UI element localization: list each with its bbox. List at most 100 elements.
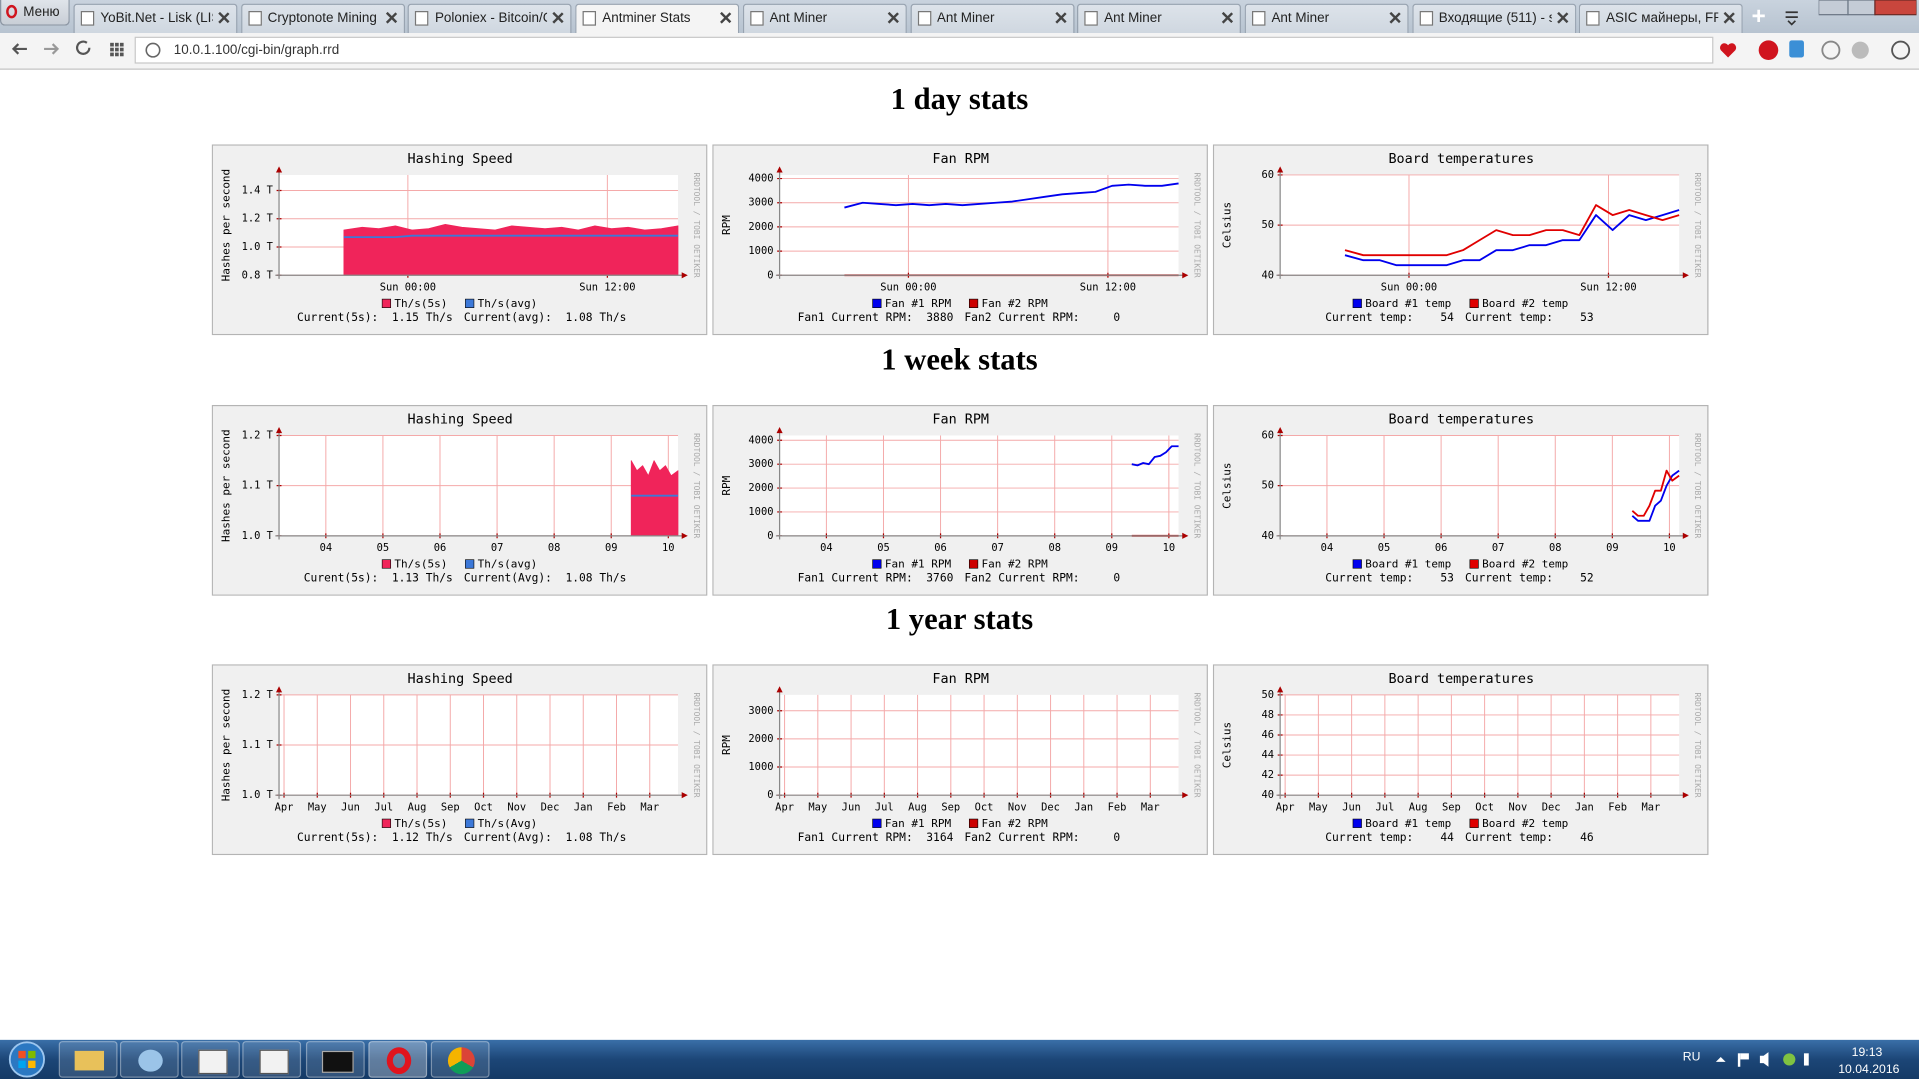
x-axis-arrow (1182, 532, 1189, 539)
tab-close-button[interactable] (1724, 12, 1735, 23)
legend-swatch (1469, 559, 1479, 569)
start-button[interactable] (4, 1040, 53, 1079)
y-axis-arrow (1277, 166, 1284, 173)
close-window-button[interactable] (1874, 0, 1917, 16)
current-value: Fan1 Current RPM: 3880 (798, 311, 954, 324)
watermark: RRDTOOL / TOBI OETIKER (1192, 433, 1201, 538)
series-line (1131, 445, 1179, 467)
x-axis-arrow (1682, 532, 1689, 539)
browser-tab[interactable]: ASIC майнеры, FPGA (1579, 3, 1744, 34)
language-indicator[interactable]: RU (1682, 1050, 1701, 1065)
graph-title: Board temperatures (1388, 672, 1534, 687)
browser-tab[interactable]: Ant Miner (1244, 3, 1409, 34)
series-line (1344, 209, 1680, 267)
url-field[interactable]: 10.0.1.100/cgi-bin/graph.rrd (134, 36, 1714, 64)
nav-buttons (11, 40, 124, 57)
section-heading: 1 day stats (890, 83, 1029, 117)
y-tick-label: 1000 (748, 506, 773, 518)
tab-close-button[interactable] (1054, 12, 1065, 23)
current-value: Fan1 Current RPM: 3164 (798, 831, 954, 844)
x-tick-label: Dec (541, 801, 560, 813)
x-tick-label: 10 (1163, 542, 1176, 554)
back-button[interactable] (11, 43, 27, 55)
graph: 40 50 60 Sun 00:00 Sun 12:00 Board temperatur… (1212, 144, 1709, 336)
x-tick-label: Apr (775, 801, 794, 813)
clock-date[interactable]: 10.04.2016 (1838, 1063, 1900, 1077)
window-controls (1818, 0, 1917, 16)
x-tick-label: Sun 00:00 (380, 281, 436, 293)
x-tick-label: Jun (341, 801, 360, 813)
extension-icon[interactable] (1821, 40, 1841, 60)
x-tick-label: 07 (1492, 542, 1505, 554)
adblock-icon[interactable] (1758, 40, 1779, 60)
y-tick-label: 42 (1262, 769, 1275, 781)
x-tick-label: Aug (408, 801, 427, 813)
y-tick-label: 40 (1262, 789, 1275, 801)
forward-button[interactable] (44, 43, 60, 55)
tab-close-button[interactable] (720, 12, 731, 23)
browser-tab[interactable]: YoBit.Net - Lisk (LISK) (73, 3, 238, 34)
tab-favicon (1251, 11, 1266, 26)
x-tick-label: Apr (1276, 801, 1295, 813)
console-button[interactable] (305, 1041, 365, 1078)
menu-button[interactable]: Меню (0, 0, 70, 26)
bookmark-icon[interactable] (1719, 43, 1737, 58)
explorer-button[interactable] (58, 1041, 118, 1078)
browser-tab[interactable]: Входящие (511) - sy (1411, 3, 1576, 34)
tab-title: Poloniex - Bitcoin/Cr (434, 11, 548, 26)
watermark: RRDTOOL / TOBI OETIKER (692, 692, 701, 797)
speed-dial-button[interactable] (110, 42, 124, 57)
tab-menu-icon[interactable] (1785, 11, 1798, 26)
y-tick-label: 1.4 T (242, 184, 274, 196)
legend-label: Th/s(5s) (394, 297, 447, 310)
tab-close-button[interactable] (1389, 12, 1400, 23)
paint-button[interactable] (119, 1041, 179, 1078)
tab-close-button[interactable] (887, 12, 898, 23)
window-button[interactable] (242, 1041, 302, 1078)
browser-tab[interactable]: Cryptonote Mining P (240, 3, 405, 34)
tab-close-button[interactable] (552, 12, 563, 23)
tab-close-button[interactable] (385, 12, 396, 23)
browser-tab[interactable]: Ant Miner (909, 3, 1074, 34)
y-axis-label: RPM (720, 735, 733, 755)
y-tick-label: 1.0 T (242, 530, 274, 542)
chrome-button[interactable] (430, 1041, 490, 1078)
browser-tab[interactable]: Poloniex - Bitcoin/Cr (408, 3, 573, 34)
y-axis-label: Celsius (1221, 202, 1234, 248)
legend-label: Th/s(5s) (394, 817, 447, 830)
tab-close-button[interactable] (1222, 12, 1233, 23)
browser-tab[interactable]: Antminer Stats (575, 3, 740, 34)
extension-icon[interactable] (1851, 41, 1869, 59)
minimize-button[interactable] (1818, 0, 1849, 16)
clock-time[interactable]: 19:13 (1851, 1045, 1883, 1060)
current-value: Fan1 Current RPM: 3760 (798, 572, 954, 585)
legend-swatch (1469, 818, 1479, 828)
y-axis-arrow (1277, 426, 1284, 434)
maximize-button[interactable] (1847, 0, 1876, 16)
x-tick-label: Jun (1342, 801, 1361, 813)
y-tick-label: 3000 (748, 197, 773, 209)
x-tick-label: Dec (1542, 801, 1561, 813)
opera-button[interactable] (368, 1041, 428, 1078)
tab-close-button[interactable] (218, 12, 229, 23)
y-tick-label: 1.2 T (242, 430, 274, 442)
graph: 0 1000 2000 3000 4000 Sun 00:00 Sun 12:00 Fan R… (712, 144, 1208, 336)
new-tab-icon[interactable] (1752, 9, 1765, 23)
series-line (343, 234, 679, 239)
y-tick-label: 50 (1262, 480, 1275, 492)
downloads-icon[interactable] (1891, 40, 1911, 60)
tab-close-button[interactable] (1556, 12, 1567, 23)
y-axis-arrow (275, 686, 283, 693)
x-tick-label: Sep (1442, 801, 1461, 813)
x-tick-label: Sep (441, 801, 460, 813)
legend-swatch (968, 298, 979, 308)
browser-tab[interactable]: Ant Miner (742, 3, 907, 34)
series-area (343, 224, 679, 276)
x-tick-label: Feb (607, 801, 626, 813)
reload-button[interactable] (76, 40, 91, 55)
window-button[interactable] (181, 1041, 240, 1078)
extension-icon[interactable] (1789, 40, 1804, 58)
browser-tab[interactable]: Ant Miner (1077, 3, 1242, 34)
x-tick-label: Jul (374, 801, 393, 813)
